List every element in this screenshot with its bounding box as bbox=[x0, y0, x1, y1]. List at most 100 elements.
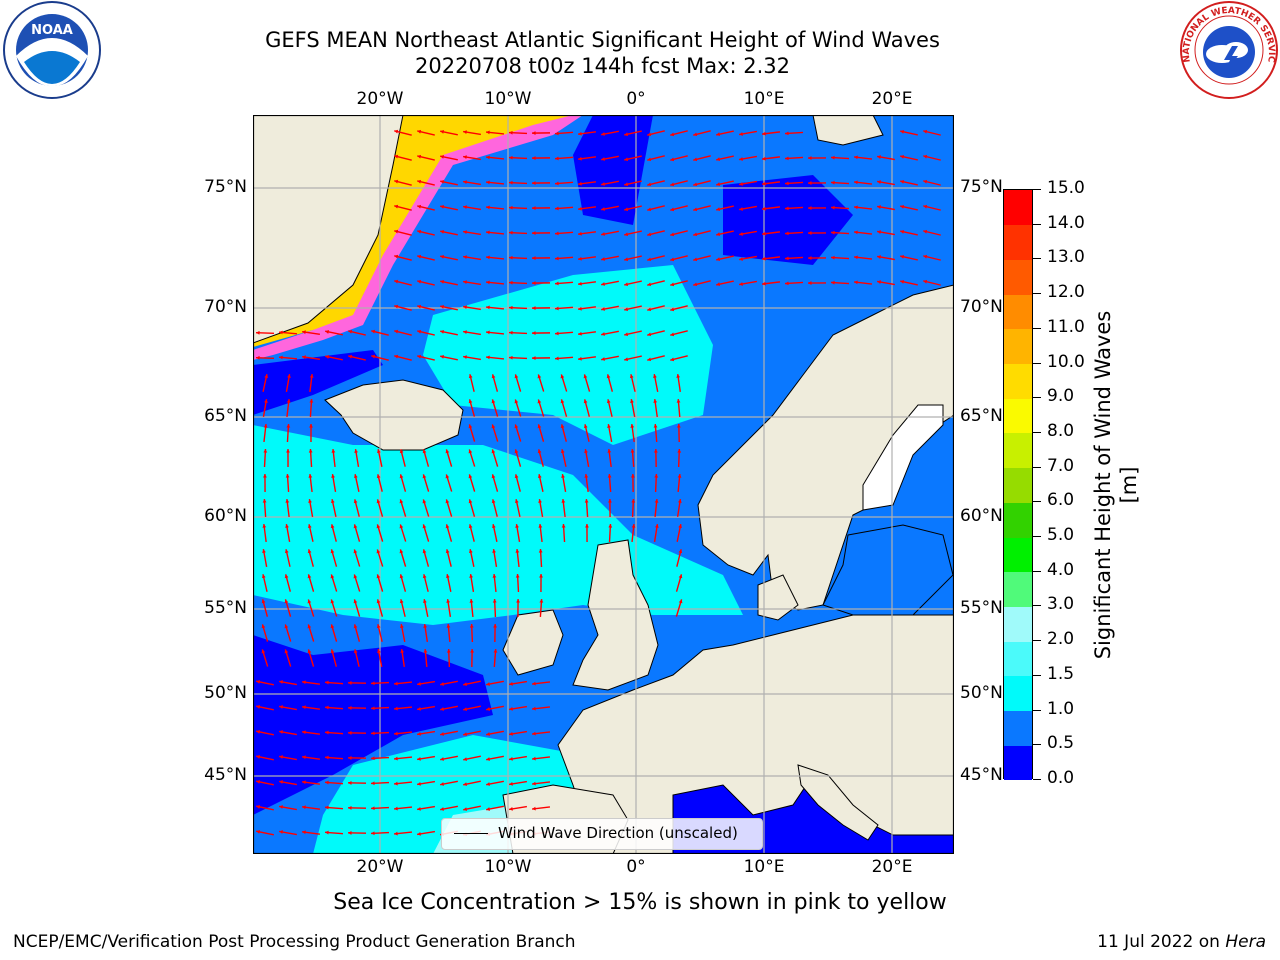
wave-direction-arrowhead bbox=[631, 499, 636, 503]
colorbar-title: Significant Height of Wind Waves [m] bbox=[1091, 310, 1141, 660]
wave-direction-arrowhead bbox=[486, 757, 490, 761]
wave-direction-arrowhead bbox=[514, 399, 519, 404]
wave-direction-arrowhead bbox=[261, 649, 266, 654]
wave-direction-arrowhead bbox=[532, 256, 536, 260]
iceland-landmass bbox=[324, 379, 464, 451]
wave-direction-arrowhead bbox=[486, 807, 490, 811]
wave-direction-arrowhead bbox=[284, 599, 289, 604]
wave-direction-arrowhead bbox=[417, 806, 421, 811]
wave-direction-arrowhead bbox=[417, 756, 421, 761]
wave-direction-arrowhead bbox=[446, 574, 450, 579]
lon-label-0-top: 0° bbox=[626, 89, 646, 109]
wave-direction-arrowhead bbox=[624, 357, 629, 362]
wave-direction-arrowhead bbox=[900, 204, 905, 209]
wave-direction-arrowhead bbox=[256, 680, 260, 684]
wave-direction-arrowhead bbox=[463, 255, 467, 260]
footer-date: 11 Jul 2022 on Hera bbox=[1097, 932, 1266, 952]
wave-direction-arrowhead bbox=[330, 524, 335, 529]
wave-direction-arrowhead bbox=[608, 524, 613, 528]
wave-direction-arrowhead bbox=[601, 332, 605, 336]
wave-direction-arrowhead bbox=[561, 474, 565, 478]
wave-direction-arrowhead bbox=[262, 499, 267, 503]
wave-direction-arrowhead bbox=[578, 281, 582, 286]
wave-direction-arrowhead bbox=[307, 574, 312, 579]
wave-direction-arrowhead bbox=[509, 205, 513, 210]
colorbar bbox=[1003, 189, 1033, 781]
wave-direction-arrowhead bbox=[491, 374, 496, 379]
wave-direction-arrowhead bbox=[585, 524, 589, 528]
wave-direction-arrowhead bbox=[256, 805, 260, 809]
chart-title: GEFS MEAN Northeast Atlantic Significant… bbox=[265, 28, 940, 52]
wave-direction-arrowhead bbox=[264, 374, 269, 379]
wave-direction-arrowhead bbox=[399, 599, 404, 604]
wave-direction-arrowhead bbox=[394, 831, 398, 836]
wave-direction-arrowhead bbox=[423, 649, 428, 653]
wave-direction-arrowhead bbox=[785, 206, 789, 211]
wave-direction-arrowhead bbox=[532, 306, 536, 310]
wave-direction-arrowhead bbox=[509, 255, 513, 260]
wave-direction-arrowhead bbox=[302, 730, 306, 735]
wave-direction-arrowhead bbox=[607, 474, 612, 478]
wave-direction-arrowhead bbox=[302, 680, 306, 685]
wave-direction-arrowhead bbox=[423, 599, 427, 604]
colorbar-tick-label: 13.0 bbox=[1047, 247, 1085, 268]
lon-label-10e-top: 10°E bbox=[743, 89, 785, 109]
wave-direction-arrowhead bbox=[440, 757, 444, 761]
colorbar-tick bbox=[1033, 397, 1041, 399]
wave-direction-arrowhead bbox=[394, 204, 399, 209]
wave-direction-arrowhead bbox=[762, 156, 766, 161]
colorbar-tick-label: 10.0 bbox=[1047, 351, 1085, 372]
wave-direction-arrowhead bbox=[394, 756, 398, 761]
wave-direction-arrowhead bbox=[900, 254, 905, 259]
wave-direction-arrowhead bbox=[440, 155, 445, 159]
wave-direction-arrowhead bbox=[399, 549, 404, 554]
wave-direction-arrowhead bbox=[330, 624, 335, 629]
wave-direction-arrowhead bbox=[716, 182, 721, 187]
wave-direction-arrowhead bbox=[348, 805, 352, 810]
wave-direction-arrowhead bbox=[371, 806, 375, 811]
wave-direction-arrowhead bbox=[555, 256, 559, 261]
wave-direction-arrowhead bbox=[629, 374, 634, 379]
wave-direction-arrowhead bbox=[486, 280, 490, 285]
colorbar-tick bbox=[1033, 779, 1041, 780]
wave-direction-arrowhead bbox=[417, 304, 422, 309]
lon-label-20w-top: 20°W bbox=[356, 89, 404, 109]
wave-direction-arrowhead bbox=[923, 154, 928, 159]
wave-direction-arrowhead bbox=[394, 806, 398, 811]
wave-direction-arrowhead bbox=[399, 524, 404, 529]
wave-direction-arrowhead bbox=[325, 755, 329, 760]
wave-direction-arrowhead bbox=[716, 232, 721, 237]
colorbar-tick bbox=[1033, 501, 1041, 503]
wave-direction-arrowhead bbox=[560, 374, 565, 379]
wave-direction-arrowhead bbox=[785, 256, 789, 261]
noaa-logo-icon: NOAA bbox=[3, 1, 101, 99]
wave-direction-arrowhead bbox=[808, 281, 812, 285]
wave-direction-arrowhead bbox=[509, 305, 513, 310]
wave-direction-arrowhead bbox=[624, 232, 629, 237]
wave-direction-arrowhead bbox=[561, 524, 566, 528]
wave-direction-arrowhead bbox=[532, 731, 536, 736]
wave-direction-arrowhead bbox=[302, 780, 306, 785]
wave-direction-arrowhead bbox=[537, 399, 542, 404]
colorbar-tick bbox=[1033, 536, 1041, 538]
lat-label-45n-right: 45°N bbox=[960, 765, 1003, 785]
lat-label-70n-left: 70°N bbox=[204, 297, 247, 317]
wave-direction-arrowhead bbox=[601, 357, 605, 361]
wave-direction-arrowhead bbox=[647, 307, 652, 312]
wave-direction-arrowhead bbox=[670, 257, 675, 262]
colorbar-tick-label: 6.0 bbox=[1047, 490, 1075, 511]
wave-direction-arrowhead bbox=[601, 307, 605, 311]
wave-direction-arrowhead bbox=[693, 282, 698, 287]
wave-direction-arrowhead bbox=[445, 499, 450, 504]
wave-direction-arrowhead bbox=[445, 524, 450, 529]
wave-direction-arrowhead bbox=[463, 355, 467, 360]
wave-direction-arrowhead bbox=[256, 705, 260, 709]
legend-label: Wind Wave Direction (unscaled) bbox=[498, 824, 738, 842]
wave-direction-arrowhead bbox=[394, 279, 399, 284]
wave-direction-arrowhead bbox=[516, 599, 520, 603]
colorbar-tick bbox=[1033, 640, 1041, 642]
footer-machine: Hera bbox=[1225, 932, 1266, 952]
wave-direction-arrowhead bbox=[284, 549, 289, 554]
wave-direction-arrowhead bbox=[555, 306, 559, 311]
wave-direction-arrowhead bbox=[348, 780, 352, 785]
